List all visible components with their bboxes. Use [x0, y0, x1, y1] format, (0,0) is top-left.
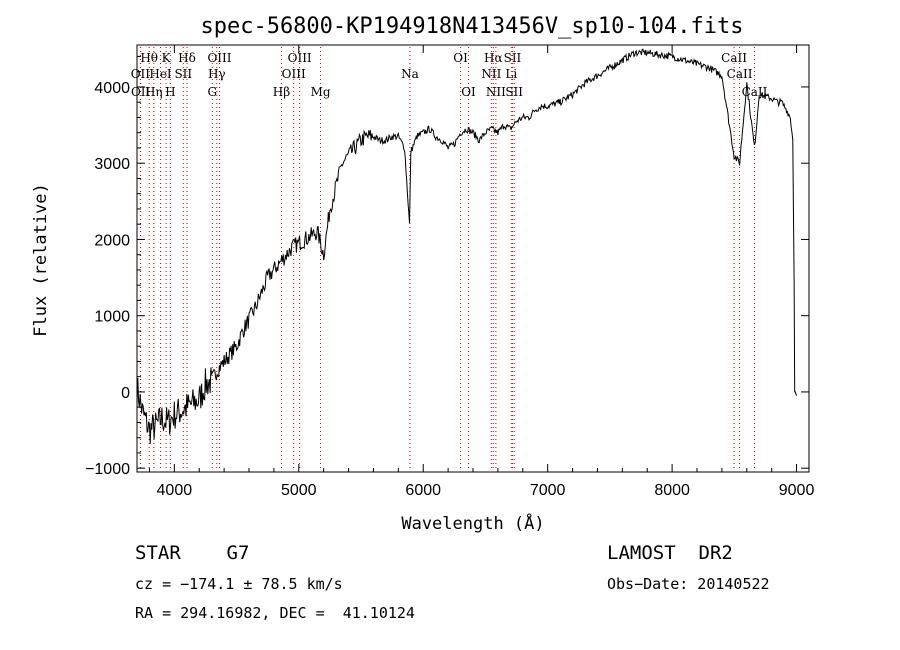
- x-tick-label-5: 9000: [779, 482, 815, 499]
- line-label-14: Na: [401, 67, 419, 81]
- line-label-9: OII: [131, 67, 151, 81]
- observation-date: Obs−Date: 20140522: [607, 575, 770, 593]
- x-tick-label-1: 5000: [281, 482, 317, 499]
- chart-title: spec-56800-KP194918N413456V_sp10-104.fit…: [200, 14, 743, 39]
- line-label-26: SII: [505, 85, 523, 99]
- spectrum-series-line: [136, 48, 798, 444]
- line-label-10: HeI: [149, 67, 172, 81]
- line-label-18: OII: [131, 85, 151, 99]
- line-label-13: OIII: [282, 67, 306, 81]
- redshift-velocity: cz = −174.1 ± 78.5 km/s: [135, 575, 343, 593]
- line-label-7: SII: [504, 51, 522, 65]
- line-label-20: H: [165, 85, 175, 99]
- axis-ticks: 4000 5000 6000 7000 8000 9000 −1000 0 1000 2000 30…: [85, 45, 814, 499]
- x-tick-label-0: 4000: [157, 482, 193, 499]
- line-label-24: OI: [461, 85, 476, 99]
- line-label-4: OIII: [288, 51, 312, 65]
- line-label-2: Hδ: [178, 51, 196, 65]
- line-label-21: G: [207, 85, 217, 99]
- x-tick-label-4: 8000: [654, 482, 690, 499]
- line-label-0: Hθ: [140, 51, 158, 65]
- line-label-6: Hα: [484, 51, 503, 65]
- survey-release: LAMOST DR2: [607, 542, 733, 564]
- y-tick-label-4: 3000: [94, 156, 130, 173]
- x-tick-label-2: 6000: [405, 482, 441, 499]
- y-axis-label: Flux (relative): [31, 183, 51, 337]
- line-label-22: Hβ: [273, 85, 290, 99]
- line-label-23: Mg: [311, 85, 331, 99]
- object-class: STAR G7: [135, 542, 250, 564]
- line-label-12: Hγ: [208, 67, 226, 81]
- y-tick-label-2: 1000: [94, 309, 130, 326]
- x-axis-label: Wavelength (Å): [401, 512, 544, 534]
- y-tick-label-0: −1000: [85, 461, 130, 478]
- y-tick-label-3: 2000: [94, 232, 130, 249]
- line-label-17: CaII: [727, 67, 753, 81]
- line-label-25: NII: [486, 85, 506, 99]
- coordinates: RA = 294.16982, DEC = 41.10124: [135, 604, 415, 622]
- line-label-16: Li: [505, 67, 517, 81]
- line-label-15: NII: [481, 67, 501, 81]
- line-label-5: OI: [453, 51, 468, 65]
- line-label-8: CaII: [721, 51, 747, 65]
- line-label-1: K: [162, 51, 172, 65]
- line-label-3: OIII: [207, 51, 231, 65]
- line-label-11: SII: [174, 67, 192, 81]
- line-label-19: Hη: [145, 85, 163, 99]
- x-tick-label-3: 7000: [530, 482, 566, 499]
- y-tick-label-1: 0: [121, 385, 130, 402]
- y-tick-label-5: 4000: [94, 80, 130, 97]
- plot-frame: [136, 44, 810, 473]
